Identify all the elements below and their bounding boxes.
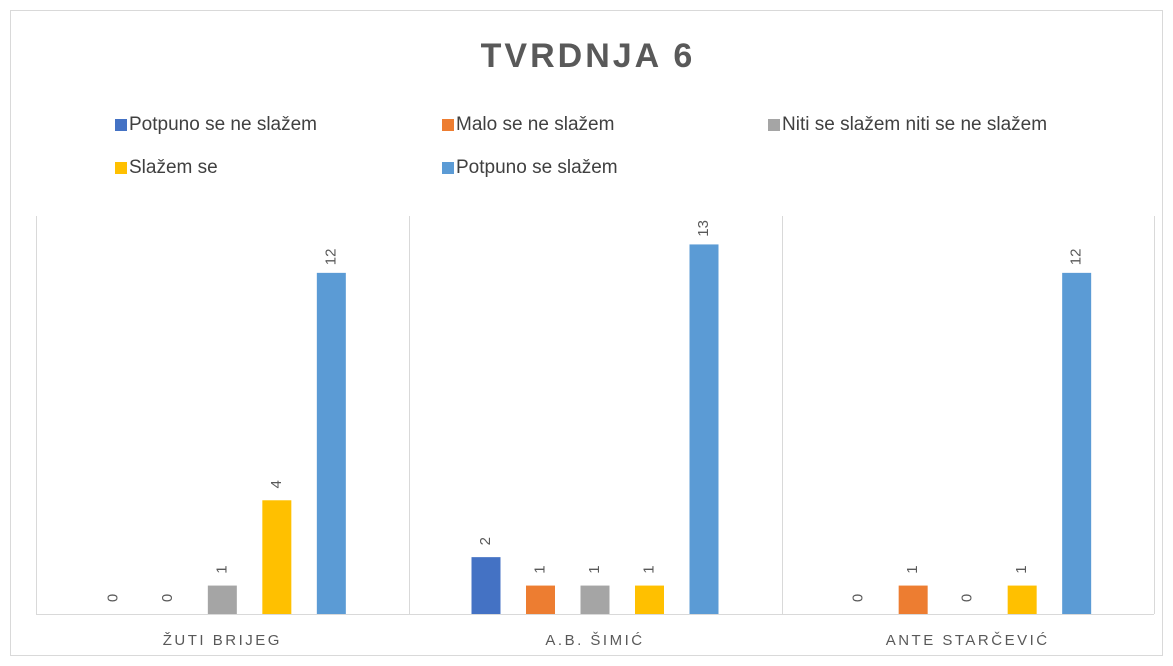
x-tick-label: ŽUTI BRIJEG	[163, 632, 282, 649]
legend-label: Slažem se	[129, 157, 218, 178]
legend-swatch	[442, 162, 454, 174]
data-label: 0	[959, 594, 976, 602]
data-label: 12	[1068, 249, 1085, 266]
data-label: 12	[322, 249, 339, 266]
legend-swatch	[768, 119, 780, 131]
bar	[526, 585, 555, 614]
chart-title: TVRDNJA 6	[481, 37, 696, 75]
data-label: 1	[904, 565, 921, 573]
legend-swatch	[442, 119, 454, 131]
data-label: 2	[477, 537, 494, 545]
data-label: 0	[104, 594, 121, 602]
data-label: 0	[159, 594, 176, 602]
data-label: 13	[695, 220, 712, 237]
legend-swatch	[115, 119, 127, 131]
legend-label: Niti se slažem niti se ne slažem	[782, 114, 1047, 135]
legend-label: Potpuno se slažem	[456, 157, 618, 178]
legend-swatch	[115, 162, 127, 174]
bar	[689, 244, 719, 614]
bar	[471, 557, 501, 614]
data-label: 1	[1013, 565, 1030, 573]
data-label: 1	[640, 565, 657, 573]
chart-frame	[10, 10, 1163, 656]
data-label: 1	[586, 565, 603, 573]
legend-label: Potpuno se ne slažem	[129, 114, 317, 135]
bar	[635, 585, 664, 614]
bar	[1062, 272, 1092, 614]
data-label: 0	[850, 594, 867, 602]
bar	[580, 585, 610, 614]
bar	[316, 272, 346, 614]
data-label: 4	[268, 480, 285, 488]
legend-label: Malo se ne slažem	[456, 114, 614, 135]
bar	[898, 585, 928, 614]
x-tick-label: ANTE STARČEVIĆ	[886, 632, 1050, 649]
bar	[262, 500, 292, 614]
data-label: 1	[213, 565, 230, 573]
bar	[1007, 585, 1037, 614]
bar	[207, 585, 237, 614]
data-label: 1	[531, 565, 548, 573]
x-tick-label: A.B. ŠIMIĆ	[545, 632, 644, 649]
